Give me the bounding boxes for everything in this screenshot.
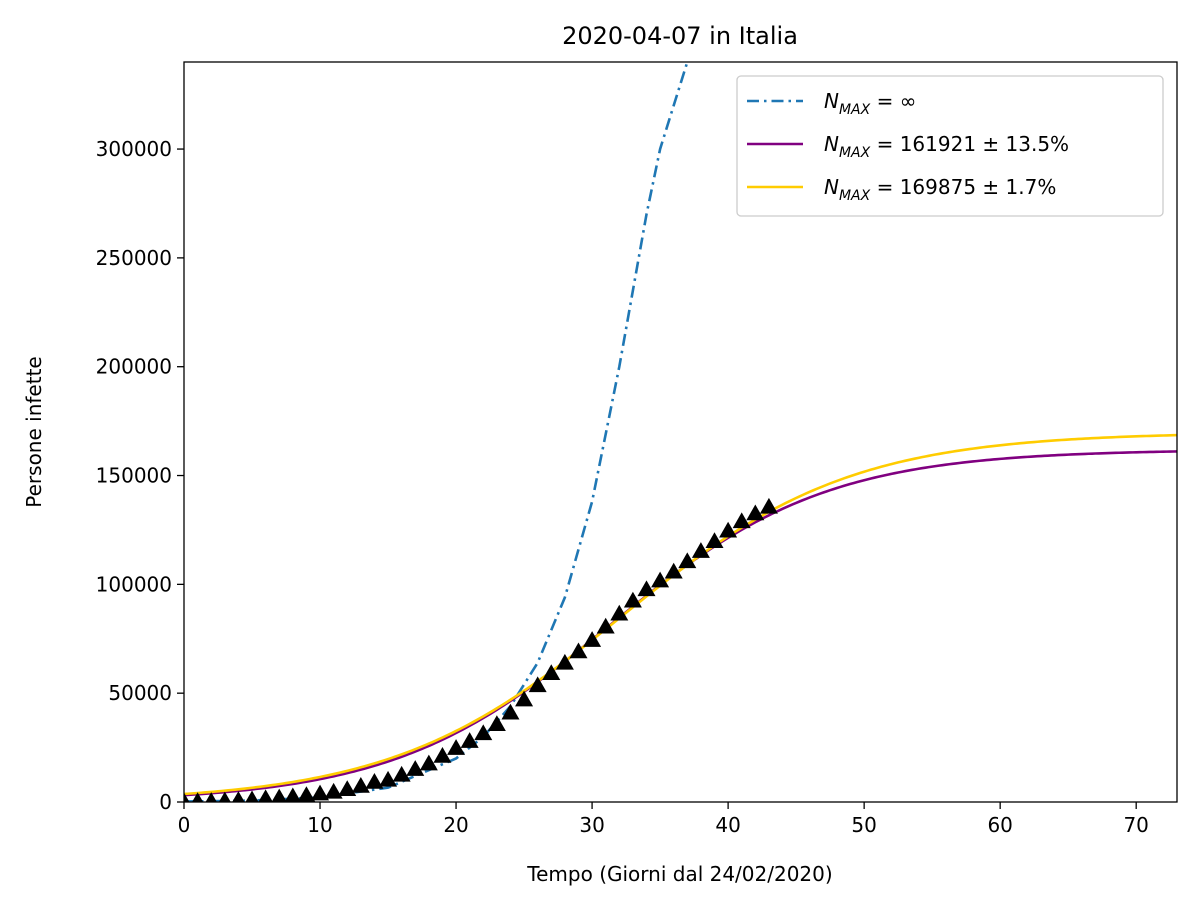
- observed-point: [192, 792, 204, 802]
- observed-point: [719, 521, 738, 538]
- plot-frame: [183, 61, 1178, 803]
- observed-point: [311, 784, 330, 801]
- observed-point: [732, 512, 751, 529]
- series-line-1: [184, 450, 1177, 797]
- observed-point: [678, 552, 697, 569]
- x-tick-label: 50: [851, 813, 876, 837]
- observed-point: [583, 631, 602, 647]
- observed-point: [338, 780, 357, 796]
- observed-point: [487, 715, 506, 732]
- legend-label-0: NMAX = ∞: [824, 89, 916, 118]
- observed-markers: [184, 497, 778, 802]
- observed-point: [555, 653, 574, 670]
- observed-point: [406, 760, 425, 776]
- legend-label-2: NMAX = 169875 ± 1.7%: [824, 175, 1056, 204]
- x-tick-label: 10: [307, 813, 332, 837]
- y-tick-label: 250000: [96, 246, 172, 270]
- legend-label-base: N: [824, 89, 839, 113]
- legend-label-sub: MAX: [839, 145, 871, 161]
- y-tick-label: 100000: [96, 572, 172, 596]
- observed-point: [297, 786, 316, 802]
- observed-point: [365, 773, 384, 789]
- y-tick-label: 0: [159, 790, 172, 814]
- observed-point: [705, 532, 724, 548]
- legend-label-rest: = 161921 ± 13.5%: [870, 132, 1069, 156]
- y-tick-label: 50000: [108, 681, 172, 705]
- observed-point: [245, 790, 259, 802]
- legend-label-sub: MAX: [839, 102, 871, 118]
- observed-point: [596, 617, 615, 634]
- observed-point: [691, 542, 710, 558]
- observed-point: [271, 788, 287, 802]
- observed-point: [184, 792, 190, 802]
- observed-point: [542, 664, 561, 681]
- y-tick-label: 300000: [96, 137, 172, 161]
- observed-point: [569, 642, 588, 659]
- observed-point: [746, 504, 765, 521]
- y-tick-label: 150000: [96, 464, 172, 488]
- x-tick-label: 60: [987, 813, 1012, 837]
- observed-point: [610, 604, 629, 621]
- observed-point: [433, 746, 452, 763]
- observed-point: [447, 739, 466, 755]
- observed-point: [258, 789, 273, 802]
- x-tick-label: 20: [443, 813, 468, 837]
- series-line-0: [184, 62, 689, 802]
- observed-point: [474, 724, 493, 741]
- axis-ticks: 0 10 20 30 40 50 60 70 0 50000 100000 150000 200000 2…: [96, 137, 1149, 837]
- series-line-2: [184, 433, 1177, 796]
- observed-point: [218, 791, 231, 802]
- legend-label-sub: MAX: [839, 188, 871, 204]
- observed-point: [651, 571, 670, 588]
- observed-point: [351, 776, 370, 793]
- observed-point: [637, 580, 656, 597]
- observed-point: [515, 690, 534, 707]
- legend-label-rest: = 169875 ± 1.7%: [870, 175, 1056, 199]
- observed-point: [324, 782, 343, 799]
- legend-label-base: N: [824, 132, 839, 156]
- observed-point: [460, 732, 479, 748]
- observed-point: [528, 676, 547, 693]
- observed-point: [419, 754, 438, 771]
- legend: NMAX = ∞NMAX = 161921 ± 13.5%NMAX = 1698…: [736, 75, 1164, 217]
- x-axis-label: Tempo (Giorni dal 24/02/2020): [526, 862, 832, 886]
- observed-point: [664, 562, 683, 579]
- series-group: [184, 62, 1177, 802]
- y-tick-label: 200000: [96, 355, 172, 379]
- x-tick-label: 30: [579, 813, 604, 837]
- x-tick-label: 0: [178, 813, 191, 837]
- observed-point: [205, 792, 217, 802]
- observed-point: [392, 765, 411, 782]
- observed-point: [759, 497, 778, 514]
- legend-label-base: N: [824, 175, 839, 199]
- observed-point: [623, 591, 642, 608]
- legend-label-rest: = ∞: [870, 89, 916, 113]
- legend-box: [736, 75, 1164, 217]
- observed-point: [232, 791, 245, 802]
- y-axis-label: Persone infette: [22, 356, 46, 507]
- legend-label-1: NMAX = 161921 ± 13.5%: [824, 132, 1069, 161]
- x-tick-label: 70: [1123, 813, 1148, 837]
- x-tick-label: 40: [715, 813, 740, 837]
- observed-point: [284, 787, 302, 802]
- observed-point: [501, 703, 520, 720]
- chart-title: 2020-04-07 in Italia: [562, 22, 798, 50]
- observed-point: [379, 770, 398, 787]
